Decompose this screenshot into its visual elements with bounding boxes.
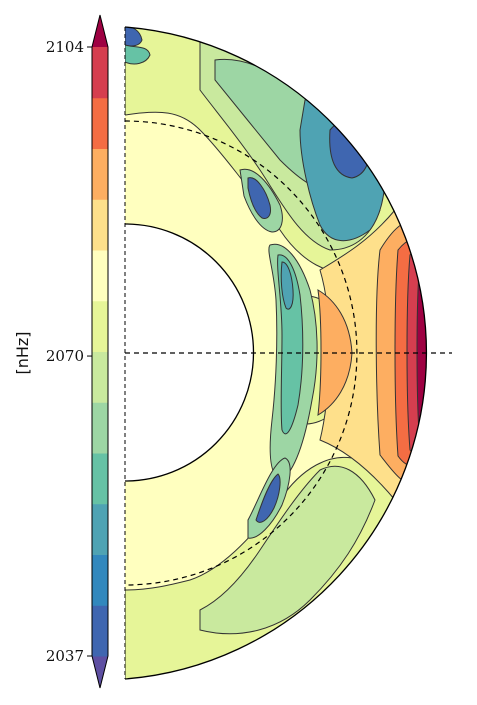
colorbar-level <box>92 148 108 200</box>
colorbar-label: [nHz] <box>13 331 32 374</box>
colorbar-level <box>92 97 108 149</box>
colorbar-level <box>92 453 108 505</box>
colorbar-tick-label: 2104 <box>46 38 84 56</box>
colorbar-ticks: 2104 2070 2037 <box>46 38 92 665</box>
domain-outline <box>124 26 452 680</box>
colorbar-extend-max <box>92 15 108 47</box>
contour-band-mid-inner <box>280 261 294 310</box>
tangent-dashed-circle <box>124 120 358 586</box>
colorbar-tick-label: 2070 <box>46 347 84 365</box>
colorbar-level <box>92 47 108 99</box>
colorbar-tick-label: 2037 <box>46 647 84 665</box>
contour-pale-green-south <box>199 465 376 635</box>
colorbar-level <box>92 554 108 606</box>
colorbar <box>91 14 109 689</box>
contour-red <box>406 244 427 459</box>
contour-north-pole-patch-teal <box>125 44 151 65</box>
colorbar-level <box>92 199 108 251</box>
colorbar-level <box>92 250 108 302</box>
contour-dark-red <box>416 250 427 454</box>
contour-band-south-inner <box>255 473 281 523</box>
contour-field <box>125 27 427 679</box>
colorbar-level <box>92 351 108 403</box>
colorbar-level <box>92 605 108 657</box>
colorbar-level <box>92 503 108 555</box>
colorbar-level <box>92 300 108 352</box>
colorbar-extend-min <box>92 656 108 688</box>
colorbar-level <box>92 402 108 454</box>
contour-band-north-inner <box>247 177 271 219</box>
